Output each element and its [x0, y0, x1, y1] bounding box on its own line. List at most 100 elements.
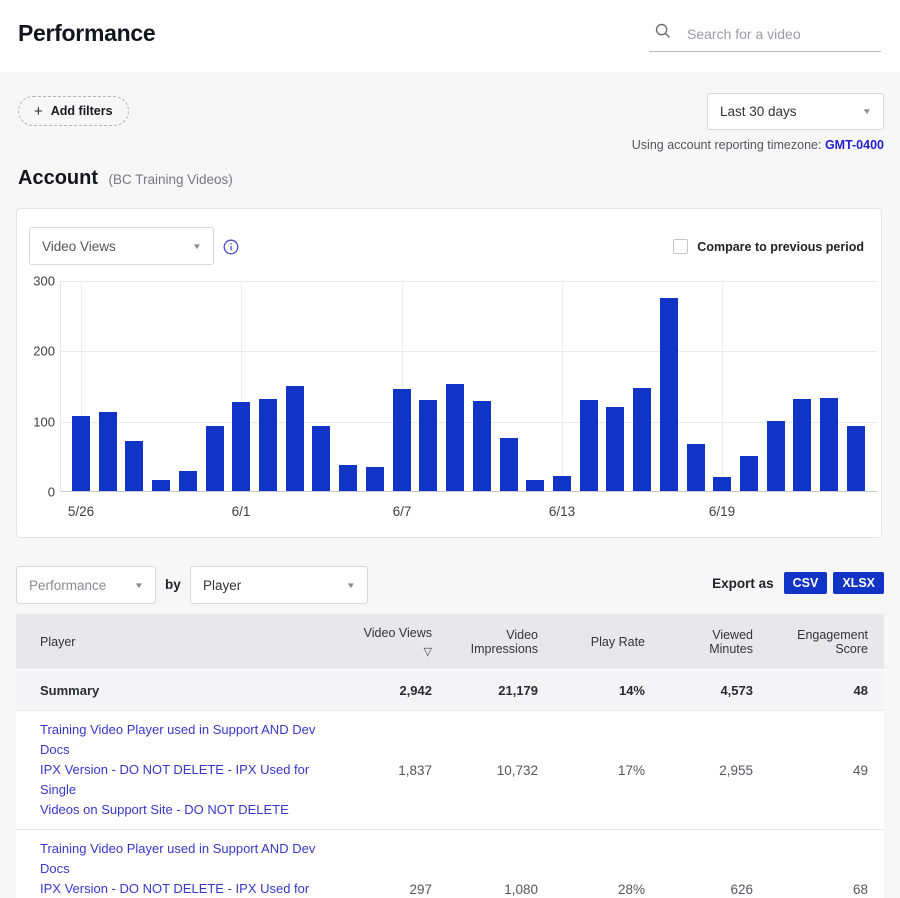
chart-bar — [259, 399, 277, 491]
date-range-select[interactable]: Last 30 days ▼ — [707, 93, 884, 130]
metric-value: 49 — [769, 710, 884, 830]
top-bar: Performance — [0, 0, 900, 72]
gridline — [81, 281, 82, 492]
compare-control: Compare to previous period — [673, 239, 864, 254]
account-heading: Account — [18, 167, 98, 189]
chart-bar — [393, 389, 411, 491]
chart-bar — [473, 401, 491, 491]
summary-label: Summary — [16, 669, 346, 711]
timezone-note-text: Using account reporting timezone: — [631, 138, 825, 152]
chart-bar — [633, 388, 651, 491]
compare-checkbox[interactable] — [673, 239, 689, 254]
chart-x-axis: 5/26 6/1 6/7 6/13 6/19 — [60, 504, 877, 524]
chevron-down-icon: ▼ — [191, 241, 203, 251]
video-search — [649, 18, 881, 52]
x-axis-tick-label: 5/26 — [67, 504, 95, 519]
metric-select-value: Video Views — [42, 238, 116, 254]
chart-bar — [152, 480, 170, 491]
summary-value: 4,573 — [661, 669, 769, 711]
metric-value: 1,837 — [346, 710, 448, 830]
chart-bar — [553, 476, 571, 491]
column-header-video-impressions[interactable]: Video Impressions — [448, 614, 554, 670]
chevron-down-icon: ▼ — [345, 580, 357, 590]
metric-value: 626 — [661, 829, 769, 898]
metric-value: 10,732 — [448, 710, 554, 830]
metric-value: 17% — [554, 710, 661, 830]
summary-value: 2,942 — [346, 669, 448, 711]
column-header-player[interactable]: Player — [16, 614, 346, 670]
player-link[interactable]: Training Video Player used in Support AN… — [16, 710, 346, 830]
column-header-video-views[interactable]: Video Views ▽ — [346, 614, 448, 670]
compare-label: Compare to previous period — [697, 239, 864, 254]
chart-bar — [99, 412, 117, 491]
gridline — [60, 351, 877, 352]
chart-bar — [339, 465, 357, 491]
chart-card: Video Views ▼ Compare to previous period… — [16, 208, 882, 538]
plus-icon: + — [34, 102, 43, 120]
chart-bar — [206, 426, 224, 491]
chart-bar — [232, 402, 250, 491]
metric-value: 2,955 — [661, 710, 769, 830]
performance-table: Player Video Views ▽ Video Impressions P… — [16, 614, 884, 898]
info-icon[interactable] — [223, 239, 239, 255]
chart-bar — [526, 480, 544, 491]
column-header-engagement-score[interactable]: Engagement Score — [769, 614, 884, 670]
column-header-play-rate[interactable]: Play Rate — [554, 614, 661, 670]
x-axis-tick-label: 6/13 — [548, 504, 576, 519]
chart-bar — [366, 467, 384, 491]
gridline — [722, 281, 723, 492]
dimension-select[interactable]: Player ▼ — [190, 566, 368, 604]
y-axis-tick-label: 200 — [33, 343, 55, 359]
bar-chart — [60, 281, 877, 492]
x-axis-tick-label: 6/7 — [392, 504, 412, 519]
add-filters-label: Add filters — [50, 104, 113, 118]
x-axis-tick-label: 6/1 — [231, 504, 251, 519]
column-header-viewed-minutes[interactable]: Viewed Minutes — [661, 614, 769, 670]
add-filters-button[interactable]: + Add filters — [18, 96, 129, 126]
chart-bar — [125, 441, 143, 491]
y-axis-tick-label: 300 — [33, 273, 55, 289]
chart-bar — [446, 384, 464, 491]
export-group: Export as CSV XLSX — [712, 572, 884, 594]
gridline — [60, 422, 877, 423]
metric-value: 1,080 — [448, 829, 554, 898]
gridline — [60, 281, 877, 282]
chart-bar — [713, 477, 731, 491]
account-heading-row: Account (BC Training Videos) — [18, 167, 233, 190]
chart-bar — [606, 407, 624, 491]
summary-value: 21,179 — [448, 669, 554, 711]
report-type-select[interactable]: Performance ▼ — [16, 566, 156, 604]
search-icon — [655, 23, 671, 44]
export-xlsx-button[interactable]: XLSX — [833, 572, 884, 594]
metric-value: 297 — [346, 829, 448, 898]
axis-line — [60, 281, 61, 492]
gridline — [562, 281, 563, 492]
metric-value: 28% — [554, 829, 661, 898]
account-subtitle: (BC Training Videos) — [108, 172, 233, 187]
gridline — [402, 281, 403, 492]
chart-bar — [820, 398, 838, 491]
chart-bar — [580, 400, 598, 491]
chart-bar — [286, 386, 304, 491]
chart-bar — [847, 426, 865, 491]
report-type-value: Performance — [29, 577, 107, 593]
summary-row: Summary 2,942 21,179 14% 4,573 48 — [16, 669, 884, 711]
chart-bar — [793, 399, 811, 491]
metric-value: 68 — [769, 829, 884, 898]
date-range-value: Last 30 days — [720, 104, 797, 119]
metric-select[interactable]: Video Views ▼ — [29, 227, 214, 265]
timezone-link[interactable]: GMT-0400 — [824, 138, 884, 152]
search-input[interactable] — [685, 24, 879, 43]
sort-descending-icon: ▽ — [423, 645, 432, 658]
export-csv-button[interactable]: CSV — [783, 572, 828, 594]
player-link[interactable]: Training Video Player used in Support AN… — [16, 829, 346, 898]
chart-bar — [179, 471, 197, 491]
table-row: Training Video Player used in Support AN… — [16, 710, 884, 830]
chart-bar — [419, 400, 437, 491]
y-axis-tick-label: 100 — [33, 414, 55, 430]
export-label: Export as — [712, 575, 774, 591]
chart-bar — [500, 438, 518, 491]
chart-bar — [312, 426, 330, 491]
timezone-note: Using account reporting timezone: GMT-04… — [632, 138, 884, 152]
